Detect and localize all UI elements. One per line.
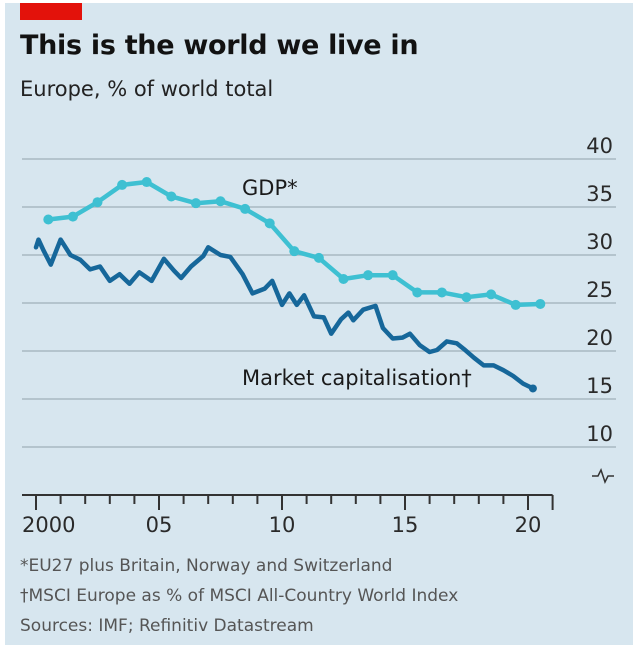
x-tick-label: 2000 bbox=[22, 513, 75, 537]
x-tick-label: 20 bbox=[515, 513, 542, 537]
chart-subtitle: Europe, % of world total bbox=[20, 77, 274, 101]
gdp-data-point bbox=[387, 270, 398, 281]
axis-break-icon bbox=[592, 468, 614, 484]
chart-title: This is the world we live in bbox=[20, 30, 419, 61]
series-line-market-cap bbox=[33, 237, 536, 391]
y-tick-label: 35 bbox=[586, 182, 613, 206]
gdp-data-point bbox=[264, 218, 275, 229]
gdp-data-point bbox=[338, 274, 349, 284]
market-cap-end-point bbox=[528, 384, 537, 393]
y-tick-label: 40 bbox=[586, 134, 613, 158]
y-tick-label: 30 bbox=[586, 230, 613, 254]
gdp-data-point bbox=[535, 298, 546, 309]
x-tick-label: 15 bbox=[392, 513, 419, 537]
series-line-gdp bbox=[46, 179, 543, 308]
y-tick-label: 15 bbox=[586, 374, 613, 398]
footnote-gdp: *EU27 plus Britain, Norway and Switzerla… bbox=[20, 556, 393, 576]
chart-panel bbox=[5, 3, 633, 645]
gdp-data-point bbox=[92, 197, 103, 208]
gdp-data-point bbox=[289, 246, 300, 257]
gdp-data-point bbox=[510, 299, 521, 310]
gdp-data-point bbox=[166, 191, 177, 202]
y-tick-label: 10 bbox=[586, 422, 613, 446]
gdp-data-point bbox=[412, 287, 423, 298]
x-tick-label: 10 bbox=[269, 513, 296, 537]
gdp-data-point bbox=[215, 196, 226, 207]
gdp-data-point bbox=[117, 179, 128, 190]
gdp-data-point bbox=[240, 203, 251, 214]
series-label-gdp: GDP* bbox=[242, 176, 298, 200]
footnote-market-cap: †MSCI Europe as % of MSCI All-Country Wo… bbox=[20, 586, 459, 606]
gdp-data-point bbox=[363, 270, 374, 281]
gdp-data-point bbox=[43, 214, 54, 225]
gdp-data-point bbox=[190, 198, 201, 209]
x-tick-label: 05 bbox=[146, 513, 173, 537]
gdp-data-point bbox=[313, 252, 324, 263]
gdp-data-point bbox=[461, 292, 472, 303]
gdp-data-point bbox=[67, 211, 78, 222]
series-label-market-cap: Market capitalisation† bbox=[242, 366, 472, 390]
gdp-data-point bbox=[486, 289, 497, 300]
y-tick-label: 25 bbox=[586, 278, 613, 302]
sources: Sources: IMF; Refinitiv Datastream bbox=[20, 616, 314, 636]
gdp-data-point bbox=[436, 287, 447, 298]
brand-red-bar bbox=[20, 3, 82, 20]
y-tick-label: 20 bbox=[586, 326, 613, 350]
gdp-data-point bbox=[141, 177, 152, 188]
